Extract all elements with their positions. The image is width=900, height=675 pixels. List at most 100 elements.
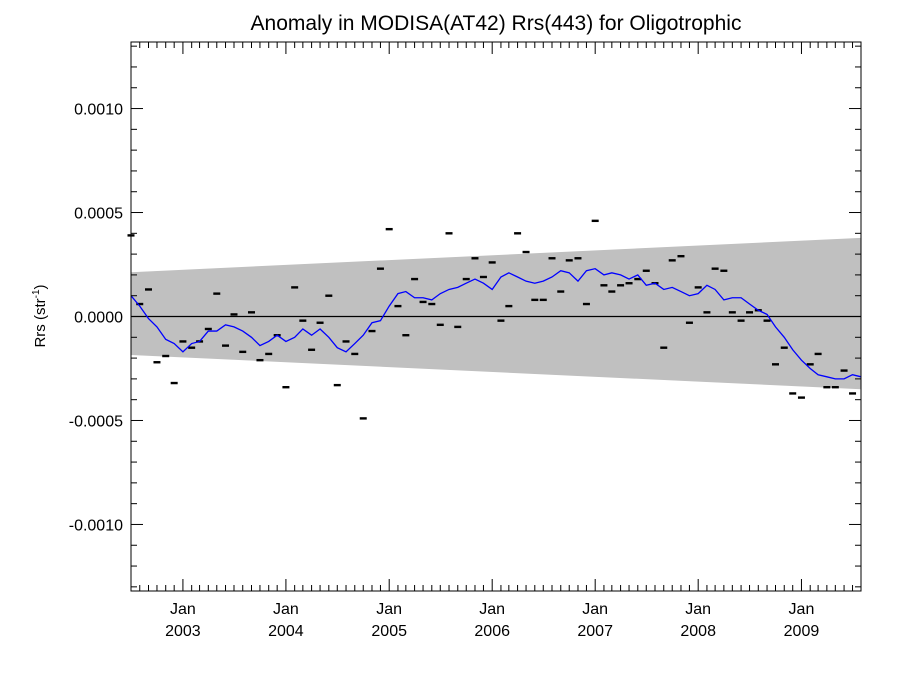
data-point bbox=[582, 302, 590, 306]
data-point bbox=[737, 319, 745, 322]
data-point bbox=[557, 290, 565, 293]
plot-area bbox=[127, 41, 862, 592]
data-point bbox=[488, 261, 496, 264]
data-point bbox=[797, 396, 805, 399]
data-point bbox=[531, 298, 539, 302]
data-point bbox=[806, 363, 814, 366]
x-tick-month-label: Jan bbox=[376, 601, 402, 618]
data-point bbox=[342, 340, 350, 343]
data-point bbox=[299, 319, 307, 322]
data-point bbox=[539, 298, 547, 302]
x-tick-month-label: Jan bbox=[273, 601, 299, 618]
chart-title: Anomaly in MODISA(AT42) Rrs(443) for Oli… bbox=[251, 12, 742, 35]
x-tick-year-label: 2007 bbox=[577, 623, 613, 640]
data-points bbox=[127, 219, 857, 420]
data-point bbox=[230, 313, 238, 316]
data-point bbox=[831, 386, 839, 389]
data-point bbox=[668, 259, 676, 262]
data-point bbox=[419, 300, 427, 304]
data-point bbox=[720, 269, 728, 272]
y-tick-label: 0.0000 bbox=[74, 310, 123, 327]
data-point bbox=[849, 392, 857, 395]
data-point bbox=[685, 321, 693, 324]
data-point bbox=[771, 363, 779, 366]
data-point bbox=[351, 352, 359, 356]
x-tick-month-label: Jan bbox=[582, 601, 608, 618]
y-axis: -0.0010 -0.0005 0.0000 0.0005 0.0010 bbox=[69, 45, 143, 588]
data-point bbox=[316, 321, 324, 324]
data-point bbox=[471, 257, 479, 260]
data-point bbox=[222, 344, 230, 347]
data-point bbox=[385, 227, 393, 231]
y-axis-right bbox=[849, 45, 861, 588]
data-point bbox=[703, 311, 711, 314]
data-point bbox=[256, 358, 264, 362]
y-tick-label: -0.0010 bbox=[69, 517, 123, 534]
data-point bbox=[282, 386, 290, 389]
data-point bbox=[823, 386, 831, 389]
x-tick-month-label: Jan bbox=[685, 601, 711, 618]
data-point bbox=[402, 334, 410, 337]
data-point bbox=[162, 354, 170, 358]
data-point bbox=[600, 284, 608, 287]
data-point bbox=[634, 277, 642, 281]
data-point bbox=[204, 327, 212, 331]
data-point bbox=[497, 319, 505, 322]
data-point bbox=[325, 294, 333, 297]
x-tick-year-label: 2004 bbox=[268, 623, 304, 640]
data-point bbox=[505, 304, 513, 308]
data-point bbox=[153, 361, 161, 364]
data-point bbox=[308, 348, 316, 351]
data-point bbox=[213, 292, 221, 295]
data-point bbox=[548, 257, 556, 260]
data-point bbox=[642, 269, 650, 272]
y-axis-label-close: ) bbox=[32, 284, 49, 289]
uncertainty-band bbox=[131, 237, 861, 390]
data-point bbox=[840, 369, 848, 372]
data-point bbox=[677, 254, 685, 258]
x-tick-year-label: 2006 bbox=[474, 623, 510, 640]
y-tick-label: 0.0005 bbox=[74, 206, 123, 223]
data-point bbox=[136, 302, 144, 306]
x-tick-month-label: Jan bbox=[479, 601, 505, 618]
x-tick-year-label: 2005 bbox=[371, 623, 407, 640]
x-axis: Jan 2003 Jan 2004 Jan 2005 Jan 2006 Jan 2007 Jan 20… bbox=[130, 579, 854, 640]
data-point bbox=[436, 323, 444, 327]
data-point bbox=[291, 286, 299, 289]
data-point bbox=[591, 219, 599, 223]
data-point bbox=[428, 302, 436, 306]
data-point bbox=[746, 311, 754, 314]
data-point bbox=[239, 350, 247, 354]
data-point bbox=[368, 329, 376, 333]
data-point bbox=[694, 286, 702, 289]
y-axis-label: Rrs (str-1) bbox=[31, 284, 49, 347]
data-point bbox=[789, 392, 797, 395]
data-point bbox=[814, 352, 822, 356]
y-tick-label: -0.0005 bbox=[69, 413, 123, 430]
data-point bbox=[514, 232, 522, 235]
data-point bbox=[247, 311, 255, 314]
data-point bbox=[454, 325, 462, 329]
data-point bbox=[574, 257, 582, 260]
data-point bbox=[660, 346, 668, 349]
data-point bbox=[144, 288, 152, 291]
data-point bbox=[170, 381, 178, 385]
data-point bbox=[394, 304, 402, 308]
x-axis-top bbox=[130, 42, 854, 54]
data-point bbox=[625, 282, 633, 285]
data-point bbox=[522, 250, 530, 254]
data-point bbox=[179, 340, 187, 343]
data-point bbox=[359, 417, 367, 420]
x-tick-year-label: 2003 bbox=[165, 623, 201, 640]
data-point bbox=[265, 352, 273, 356]
data-point bbox=[608, 290, 616, 293]
data-point bbox=[411, 277, 419, 281]
data-point bbox=[617, 284, 625, 287]
y-tick-label: 0.0010 bbox=[74, 102, 123, 119]
x-tick-month-label: Jan bbox=[789, 601, 815, 618]
x-tick-month-label: Jan bbox=[170, 601, 196, 618]
x-tick-year-label: 2008 bbox=[680, 623, 716, 640]
data-point bbox=[565, 259, 573, 262]
data-point bbox=[376, 267, 384, 270]
